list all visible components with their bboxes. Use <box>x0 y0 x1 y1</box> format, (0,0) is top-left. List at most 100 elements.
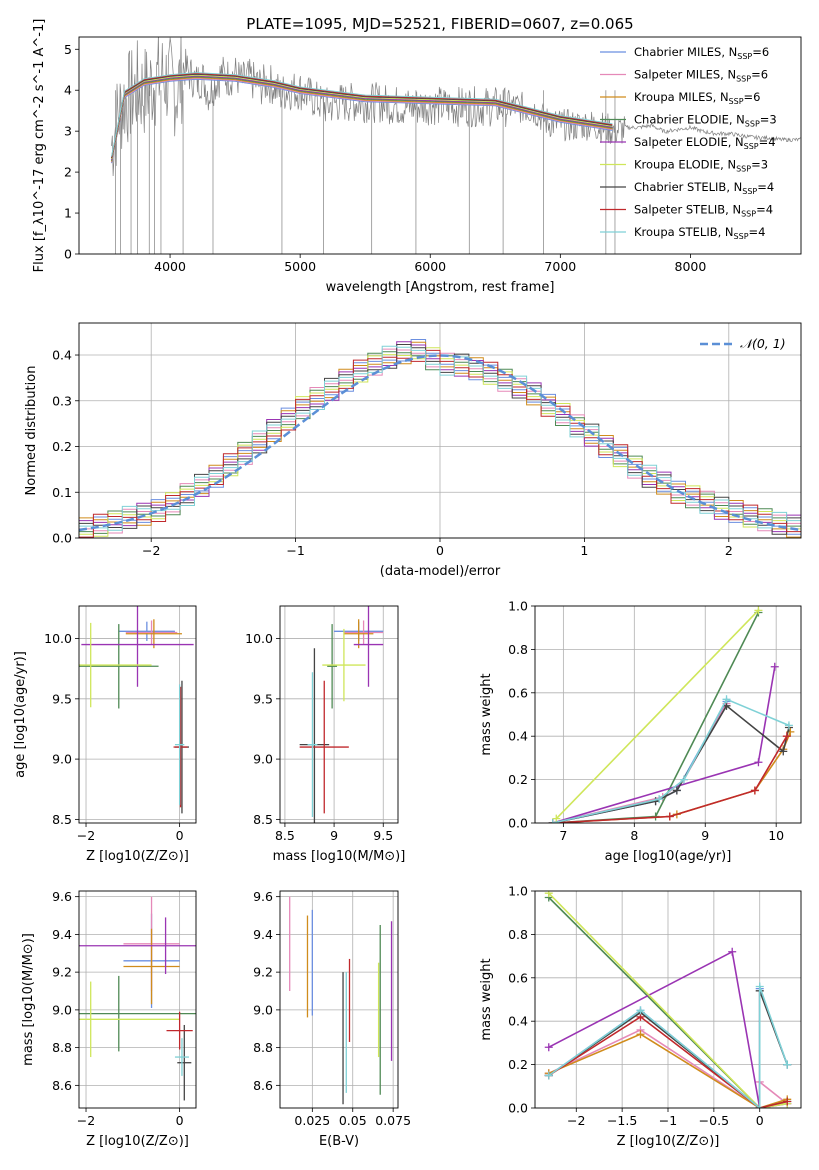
legend-subscript: SSP <box>742 187 757 196</box>
y-tick-label: 10.0 <box>245 631 273 646</box>
mass-weight-line <box>548 990 788 1108</box>
normal-reference-curve <box>79 354 801 532</box>
mass-weight-line <box>548 1028 788 1108</box>
error-cross <box>353 606 384 687</box>
histogram-plot-area <box>79 339 801 538</box>
axes-frame <box>78 890 197 1109</box>
legend-count: =3 <box>751 158 768 172</box>
error-cross <box>174 684 185 805</box>
x-tick-label: 5000 <box>284 259 316 274</box>
model-spectrum-line <box>111 76 613 161</box>
mass-weight-marker <box>770 662 779 671</box>
error-cross <box>299 680 349 814</box>
panel-spectrum: 4000 5000 6000 7000 8000 0 1 2 3 4 5 wavelength [An… <box>32 19 802 295</box>
y-tick-label: 4 <box>64 83 72 98</box>
errorbar-plot-area <box>299 606 384 823</box>
data-spectrum-line <box>111 37 801 177</box>
y-tick-label: 0.2 <box>508 772 528 787</box>
y-tick-label: 1.0 <box>508 599 528 614</box>
x-tick-label: −2 <box>77 828 95 843</box>
legend-count: =4 <box>759 135 776 149</box>
mass-weight-line <box>548 1033 788 1108</box>
x-tick-label: 1 <box>580 543 588 558</box>
model-spectrum-line <box>111 76 613 162</box>
legend-entry: Kroupa STELIB, NSSP=4 <box>634 225 765 241</box>
x-tick-label: 0 <box>756 1113 764 1128</box>
x-tick-label: 2 <box>725 543 733 558</box>
y-tick-label: 0.0 <box>508 1101 528 1116</box>
legend-entry: Chabrier STELIB, NSSP=4 <box>634 180 774 196</box>
y-tick-label: 0.0 <box>52 531 72 546</box>
legend-entry: Salpeter ELODIE, NSSP=4 <box>634 135 776 151</box>
y-tick-label: 8.8 <box>253 1040 273 1055</box>
legend-entry: Salpeter STELIB, NSSP=4 <box>634 203 773 219</box>
y-tick-label: 1.0 <box>508 884 528 899</box>
legend-count: =6 <box>752 45 769 59</box>
panel-age_vs_Z: −2 0 8.5 9.0 9.5 10.0 Z [log10(Z/Z⊙)] age [log1… <box>13 605 197 864</box>
y-tick-label: 9.6 <box>253 889 273 904</box>
mass-weight-marker <box>636 1006 645 1015</box>
x-tick-label: −1.5 <box>607 1113 637 1128</box>
y-tick-label: 0.8 <box>508 927 528 942</box>
x-tick-label: 6000 <box>414 259 446 274</box>
x-axis-label: age [log10(age/yr)] <box>605 849 732 864</box>
error-cross <box>322 628 366 702</box>
y-tick-label: 8.5 <box>52 812 72 827</box>
panel-mass_weight_vs_age: 7 8 9 10 0.0 0.2 0.4 0.6 0.8 1.0 age [log10(age/yr… <box>479 599 802 864</box>
error-cross <box>123 928 180 1005</box>
error-cross <box>81 606 194 687</box>
legend-label: Salpeter STELIB, N <box>634 203 741 217</box>
legend-subscript: SSP <box>741 210 756 219</box>
legend-label: Chabrier MILES, N <box>634 45 737 59</box>
legend-subscript: SSP <box>729 97 744 106</box>
error-cross <box>79 975 196 1052</box>
mass-weight-marker <box>636 1030 645 1039</box>
legend-entry: Kroupa ELODIE, NSSP=3 <box>634 158 768 174</box>
errorbar-plot-area <box>289 896 393 1105</box>
mass-weight-marker <box>728 947 737 956</box>
mass-weight-marker <box>783 1097 792 1106</box>
legend-subscript: SSP <box>737 52 752 61</box>
y-tick-label: 5 <box>64 42 72 57</box>
y-tick-label: 1 <box>64 206 72 221</box>
spectrum-plot-area <box>111 37 801 254</box>
x-tick-label: 0.025 <box>294 1113 330 1128</box>
legend-subscript: SSP <box>734 232 749 241</box>
y-tick-label: 0.8 <box>508 642 528 657</box>
model-spectrum-line <box>111 78 613 164</box>
legend-entry: 𝒩(0, 1) <box>740 336 786 351</box>
x-axis-label: E(B-V) <box>319 1134 359 1149</box>
x-tick-label: 0 <box>176 828 184 843</box>
x-tick-label: 7000 <box>544 259 576 274</box>
mass-weight-marker <box>679 775 688 784</box>
legend-count: =4 <box>757 180 774 194</box>
x-tick-label: −2 <box>77 1113 95 1128</box>
errorbar-plot-area <box>79 896 196 1101</box>
y-tick-label: 0.2 <box>508 1057 528 1072</box>
error-cross <box>166 1011 193 1050</box>
x-axis-label: Z [log10(Z/Z⊙)] <box>86 849 189 864</box>
y-axis-label: Normed distribution <box>24 366 39 496</box>
y-tick-label: 8.5 <box>253 812 273 827</box>
model-spectrum-line <box>111 72 613 157</box>
histogram-step-line <box>79 349 801 538</box>
legend-count: =3 <box>760 113 777 127</box>
y-tick-label: 0.4 <box>508 729 528 744</box>
mass-weight-marker <box>750 786 759 795</box>
mass-weight-marker <box>783 1060 792 1069</box>
mass-weight-line <box>548 892 788 1108</box>
x-tick-label: 0.05 <box>339 1113 367 1128</box>
y-tick-label: 9.2 <box>253 965 273 980</box>
x-tick-label: 10 <box>768 828 784 843</box>
error-cross <box>125 620 178 645</box>
x-tick-label: −1 <box>659 1113 677 1128</box>
y-tick-label: 8.6 <box>52 1078 72 1093</box>
mass-weight-marker <box>754 758 763 767</box>
legend-count: =4 <box>756 203 773 217</box>
mass-weight-line <box>555 609 759 820</box>
x-tick-label: 7 <box>559 828 567 843</box>
mass-weight-marker <box>544 1043 553 1052</box>
mass-weight-line <box>548 1015 788 1108</box>
panel-mass_weight_vs_Z: −2 −1.5 −1 −0.5 0 0.0 0.2 0.4 0.6 0.8 1.0 Z [log10(… <box>479 884 802 1149</box>
